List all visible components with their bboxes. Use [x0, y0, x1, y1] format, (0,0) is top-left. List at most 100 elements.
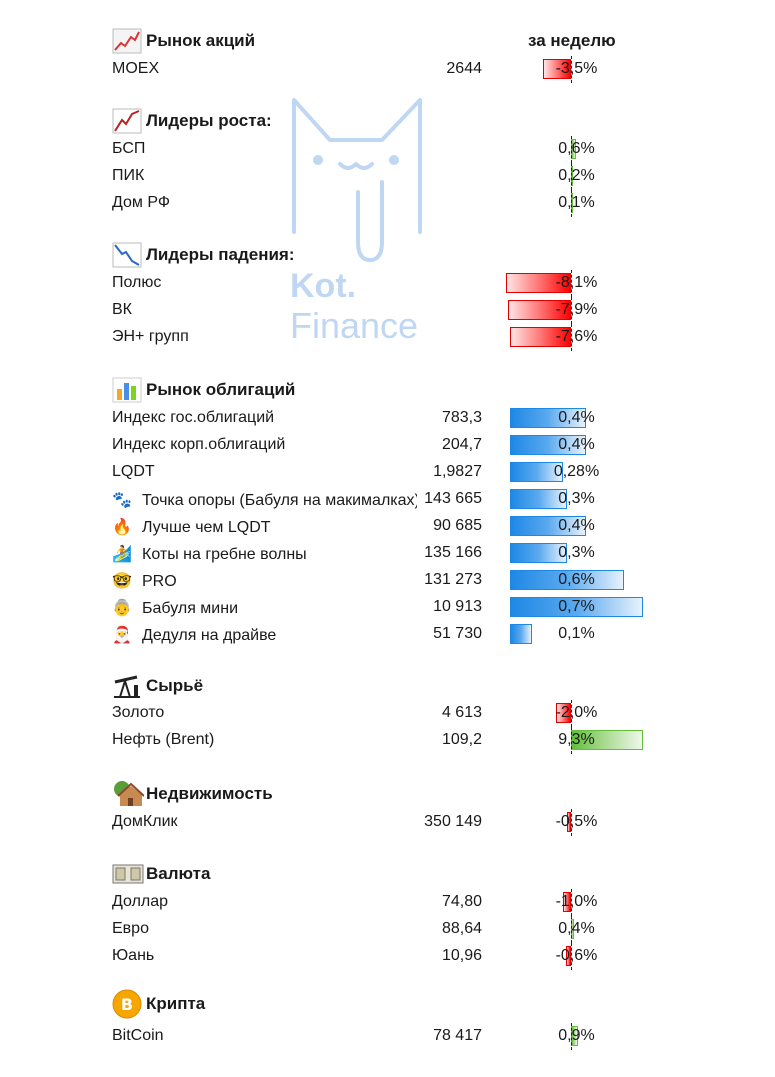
table-row: Нефть (Brent) 109,2 9,3% [0, 727, 775, 754]
row-change-pct: 0,6% [558, 571, 595, 588]
row-change-pct: 0,4% [558, 920, 595, 937]
row-label: LQDT [112, 463, 155, 480]
section-stocks-header: Рынок акций [112, 27, 255, 55]
table-row: 👵 Бабуля мини 10 913 0,7% [0, 594, 775, 621]
section-currency-header: Валюта [112, 860, 210, 888]
row-name: Золото [112, 704, 417, 722]
row-name: Евро [112, 920, 417, 938]
change-bar [510, 462, 564, 482]
change-bar [510, 597, 643, 617]
row-label: BitCoin [112, 1027, 164, 1044]
change-bar [510, 516, 586, 536]
row-name: ПИК [112, 167, 417, 185]
house-icon [112, 780, 146, 808]
zero-axis [571, 809, 572, 836]
row-label: ДомКлик [112, 813, 178, 830]
row-name: Полюс [112, 274, 417, 292]
row-value: 74,80 [441, 893, 482, 910]
row-value: 1,9827 [433, 463, 482, 480]
change-bar [510, 570, 624, 590]
row-value: 10,96 [441, 947, 482, 964]
change-bar [510, 327, 571, 347]
row-change-pct: 0,9% [558, 1027, 595, 1044]
row-change-pct: -8,1% [555, 274, 598, 291]
row-label: Бабуля мини [142, 600, 239, 617]
zero-axis [571, 943, 572, 970]
row-value: 204,7 [441, 436, 482, 453]
row-change-pct: -7,6% [555, 328, 598, 345]
change-bar [510, 408, 586, 428]
table-row: 🏄 Коты на гребне волны 135 166 0,3% [0, 540, 775, 567]
section-title: Сырьё [146, 676, 204, 695]
table-row: 🐾 Точка опоры (Бабуля на макималках) 143 6… [0, 486, 775, 513]
row-value: 78 417 [433, 1027, 482, 1044]
row-label: Дедуля на драйве [142, 627, 277, 644]
row-name: BitCoin [112, 1027, 417, 1045]
change-bar [567, 812, 571, 832]
row-value: 131 273 [424, 571, 482, 588]
change-bar [510, 489, 567, 509]
row-change-pct: 0,3% [558, 490, 595, 507]
row-change-pct: 0,6% [558, 140, 595, 157]
section-real-estate-header: Недвижимость [112, 780, 273, 808]
row-label: Индекс корп.облигаций [112, 436, 286, 453]
row-change-pct: 0,4% [558, 409, 595, 426]
zero-axis [571, 190, 572, 217]
row-label: Нефть (Brent) [112, 731, 215, 748]
trend-up-icon [112, 107, 146, 135]
table-row: Юань 10,96 -0,6% [0, 943, 775, 970]
table-row: Золото 4 613 -2,0% [0, 700, 775, 727]
section-title: Недвижимость [146, 784, 273, 803]
row-change-pct: -0,6% [555, 947, 598, 964]
change-bar [555, 703, 571, 723]
row-name: 👵 Бабуля мини [112, 598, 417, 618]
zero-axis [571, 297, 572, 324]
section-leaders-up-header: Лидеры роста: [112, 107, 272, 135]
change-bar [506, 273, 571, 293]
row-name: 🎅 Дедуля на драйве [112, 625, 417, 645]
table-row: ДомКлик 350 149 -0,5% [0, 809, 775, 836]
zero-axis [571, 56, 572, 83]
row-name: MOEX [112, 60, 417, 78]
row-value: 90 685 [433, 517, 482, 534]
row-change-pct: 0,28% [553, 463, 600, 480]
row-name: 🔥 Лучше чем LQDT [112, 517, 417, 537]
change-bar [510, 624, 532, 644]
row-label: Евро [112, 920, 149, 937]
row-change-pct: 0,3% [558, 544, 595, 561]
bar-chart-icon [112, 376, 146, 404]
period-label: за неделю [528, 31, 616, 50]
row-label: Полюс [112, 274, 162, 291]
bitcoin-icon: B [112, 989, 146, 1019]
row-name: ВК [112, 301, 417, 319]
section-title: Лидеры падения: [146, 245, 295, 264]
row-name: Дом РФ [112, 194, 417, 212]
row-value: 783,3 [441, 409, 482, 426]
zero-axis [571, 916, 572, 943]
row-change-pct: 0,1% [558, 194, 595, 211]
oil-pump-icon [112, 672, 146, 700]
row-change-pct: 9,3% [558, 731, 595, 748]
change-bar [510, 435, 586, 455]
row-name: ДомКлик [112, 813, 417, 831]
row-value: 10 913 [433, 598, 482, 615]
row-value: 350 149 [424, 813, 482, 830]
row-label: Юань [112, 947, 155, 964]
table-row: Дом РФ 0,1% [0, 190, 775, 217]
row-label: ПИК [112, 167, 145, 184]
row-emoji: 🏄 [112, 546, 132, 563]
row-label: Дом РФ [112, 194, 171, 211]
table-row: ЭН+ групп -7,6% [0, 324, 775, 351]
row-value: 135 166 [424, 544, 482, 561]
row-change-pct: 0,4% [558, 436, 595, 453]
row-label: Точка опоры (Бабуля на макималках) [142, 492, 417, 509]
row-label: ВК [112, 301, 132, 318]
row-value: 109,2 [441, 731, 482, 748]
row-name: Доллар [112, 893, 417, 911]
table-row: BitCoin 78 417 0,9% [0, 1023, 775, 1050]
row-emoji: 🔥 [112, 519, 132, 536]
row-name: LQDT [112, 463, 417, 481]
zero-axis [571, 163, 572, 190]
row-name: Юань [112, 947, 417, 965]
section-bonds-header: Рынок облигаций [112, 376, 295, 404]
